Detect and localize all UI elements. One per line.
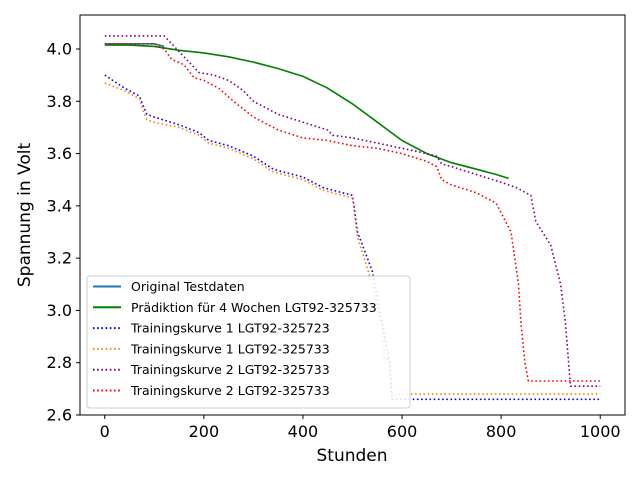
legend-label-6: Trainingskurve 2 LGT92-325733 [130,383,330,398]
x-axis-label: Stunden [316,446,387,466]
legend-label-4: Trainingskurve 1 LGT92-325733 [130,341,330,356]
x-tick-label: 800 [486,422,517,441]
x-tick-label: 600 [387,422,418,441]
y-tick-label: 3.2 [47,249,72,268]
y-tick-label: 3.0 [47,301,72,320]
legend-label-1: Original Testdaten [131,279,245,294]
legend-label-3: Trainingskurve 1 LGT92-325723 [130,321,330,336]
legend: Original Testdaten Prädiktion für 4 Woche… [86,275,411,409]
series-line-5 [104,35,601,388]
series-line-2 [104,44,509,180]
y-tick-label: 2.6 [47,406,72,425]
plot-frame [79,14,626,416]
y-axis-label: Spannung in Volt [15,143,35,288]
y-tick-label: 3.4 [47,196,72,215]
legend-label-2: Prädiktion für 4 Wochen LGT92-325733 [131,300,377,315]
x-tick-label: 400 [288,422,319,441]
legend-box [86,275,411,409]
y-tick-label: 3.8 [47,92,72,111]
axes-layer: 0 200 400 600 800 1000 2.6 2.8 3.0 3.2 3.4 3.6 3.8 4.… [47,39,621,441]
y-tick-label: 2.8 [47,353,72,372]
legend-label-5: Trainingskurve 2 LGT92-325733 [130,362,330,377]
x-tick-label: 0 [100,422,110,441]
x-tick-label: 1000 [580,422,621,441]
y-tick-label: 4.0 [47,39,72,58]
y-tick-label: 3.6 [47,144,72,163]
x-tick-label: 200 [189,422,220,441]
